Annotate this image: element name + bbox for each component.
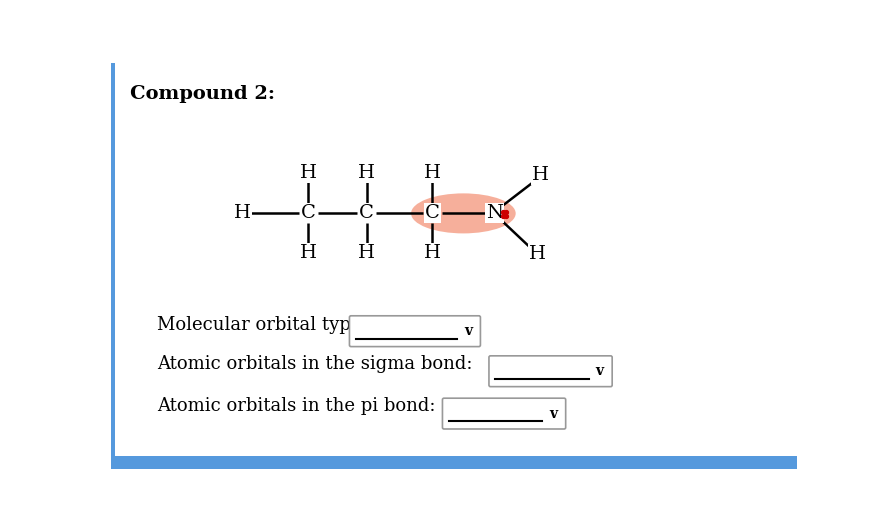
Text: C: C: [301, 204, 315, 222]
Bar: [111, 63, 114, 469]
Text: H: H: [532, 166, 549, 184]
FancyBboxPatch shape: [349, 316, 480, 347]
Text: H: H: [424, 245, 441, 262]
Text: C: C: [359, 204, 374, 222]
Text: v: v: [549, 407, 557, 421]
Bar: [111, 456, 797, 469]
Text: H: H: [424, 164, 441, 182]
Text: v: v: [464, 324, 472, 338]
Text: H: H: [358, 245, 375, 262]
Text: v: v: [595, 364, 604, 378]
Text: H: H: [358, 164, 375, 182]
Text: H: H: [299, 164, 317, 182]
Text: Atomic orbitals in the sigma bond:: Atomic orbitals in the sigma bond:: [157, 355, 473, 373]
Text: C: C: [425, 204, 439, 222]
FancyBboxPatch shape: [442, 398, 565, 429]
Ellipse shape: [411, 193, 516, 233]
Text: H: H: [299, 245, 317, 262]
Text: Compound 2:: Compound 2:: [130, 85, 276, 103]
FancyBboxPatch shape: [489, 356, 612, 387]
Text: Atomic orbitals in the pi bond:: Atomic orbitals in the pi bond:: [157, 397, 436, 415]
Text: Molecular orbital type:: Molecular orbital type:: [157, 316, 368, 334]
Text: H: H: [234, 204, 251, 222]
Text: N: N: [486, 204, 503, 222]
Text: H: H: [529, 245, 546, 263]
